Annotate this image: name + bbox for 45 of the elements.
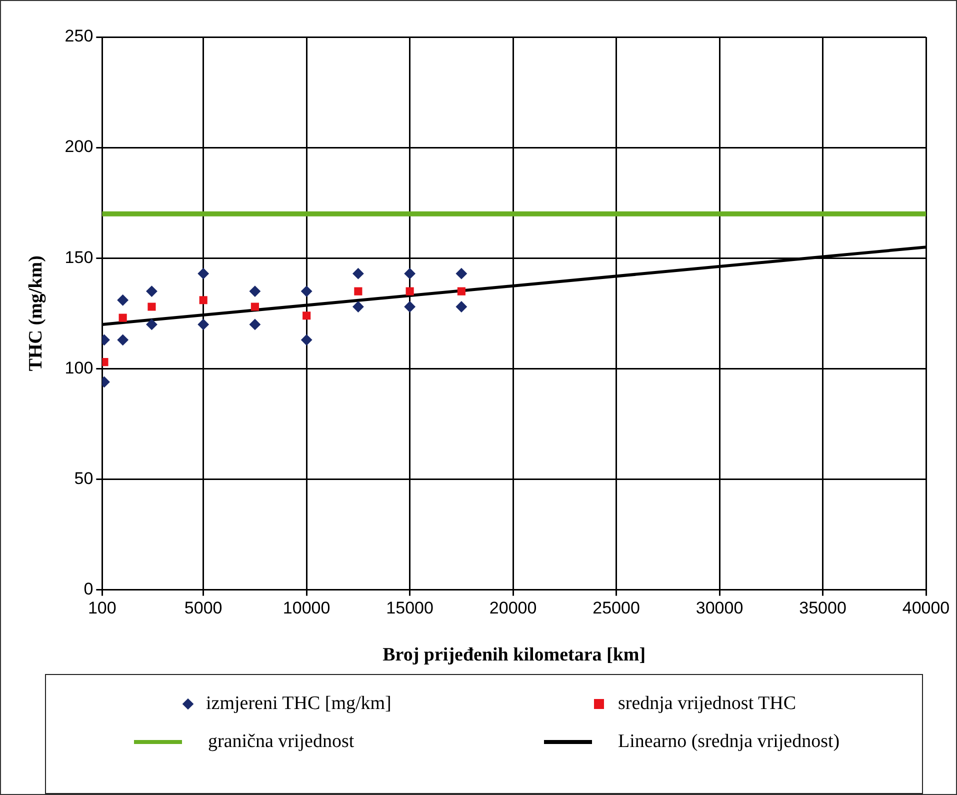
- point: [148, 302, 156, 311]
- point: [198, 318, 209, 330]
- point: [457, 287, 466, 296]
- point: [146, 318, 158, 330]
- x-tick-label: 5000: [184, 598, 222, 618]
- point: [198, 268, 209, 280]
- point: [301, 286, 312, 297]
- y-tick-label: 250: [64, 26, 94, 46]
- x-tick-label: 30000: [696, 598, 744, 618]
- y-axis-title: THC (mg/km): [25, 256, 46, 372]
- x-tick-label: 25000: [592, 598, 640, 618]
- point: [456, 268, 467, 280]
- point: [117, 334, 128, 346]
- point: [249, 318, 260, 330]
- x-tick-label: 100: [88, 598, 116, 618]
- point: [301, 334, 312, 346]
- point: [249, 286, 260, 297]
- point: [404, 301, 416, 312]
- x-tick-label: 40000: [902, 598, 950, 618]
- point: [199, 296, 208, 304]
- x-tick-label: 20000: [489, 598, 537, 618]
- y-tick-label: 0: [84, 579, 94, 598]
- x-tick-label: 35000: [799, 598, 846, 618]
- y-tick-label: 100: [64, 358, 94, 378]
- x-tick-label: 10000: [282, 598, 330, 618]
- point: [404, 268, 416, 280]
- point: [406, 287, 414, 296]
- y-tick-label: 50: [74, 468, 94, 488]
- point: [118, 314, 127, 322]
- legend-label: Linearno (srednja vrijednost): [618, 731, 840, 753]
- x-tick-label: 15000: [386, 598, 434, 618]
- point: [354, 287, 362, 296]
- point: [302, 312, 311, 320]
- y-tick-label: 150: [64, 248, 94, 267]
- point: [146, 286, 158, 297]
- legend-label: granična vrijednost: [208, 731, 354, 753]
- legend-label: izmjereni THC [mg/km]: [206, 693, 392, 715]
- point: [250, 302, 259, 311]
- point: [456, 301, 467, 312]
- point: [352, 301, 364, 312]
- x-axis-title: Broj prijeđenih kilometara [km]: [382, 644, 646, 666]
- legend-label: srednja vrijednost THC: [618, 693, 796, 715]
- point: [117, 294, 128, 306]
- y-tick-label: 200: [64, 137, 94, 156]
- point: [352, 268, 364, 280]
